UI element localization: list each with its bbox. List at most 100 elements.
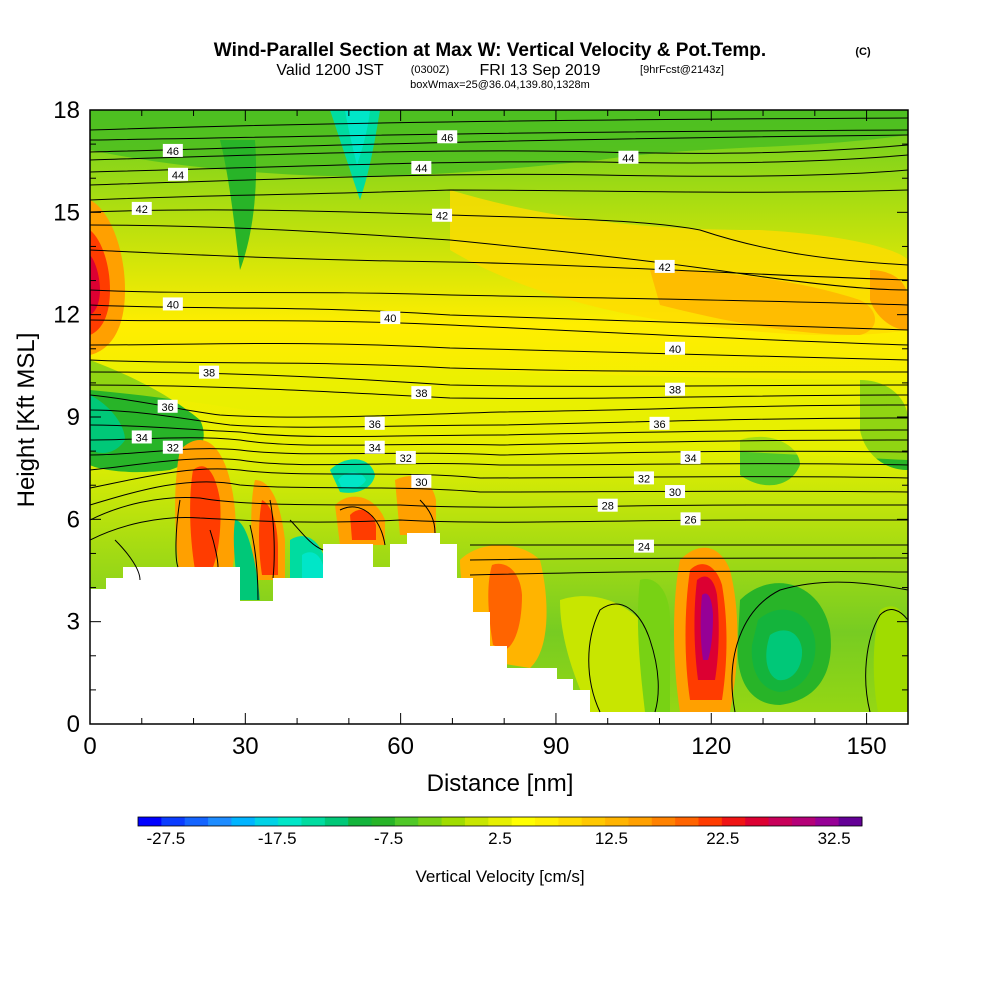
isentrope-line	[90, 409, 908, 428]
isentrope-line	[209, 529, 219, 568]
isentrope-line	[469, 557, 908, 561]
isentrope-label-bg	[618, 150, 639, 164]
isentrope-label-bg	[364, 416, 385, 430]
isentrope-label: 42	[131, 201, 152, 216]
isentrope-label-text: 36	[653, 419, 665, 431]
isentrope-label-bg	[665, 382, 686, 396]
field-region-upper-orange	[650, 270, 875, 335]
subtitle-utc: (0300Z)	[411, 64, 450, 76]
colorbar-swatch	[791, 817, 816, 826]
isentrope-label-bg	[597, 498, 618, 512]
isentrope-label: 44	[168, 167, 189, 182]
colorbar-tick-label: -17.5	[258, 829, 297, 848]
isentrope-label: 38	[665, 382, 686, 397]
isentrope-line	[865, 609, 908, 713]
isentrope-label: 44	[411, 160, 432, 175]
colorbar-tick-label: 22.5	[706, 829, 739, 848]
isentrope-line	[269, 499, 275, 579]
isentrope-label-bg	[168, 167, 189, 181]
field-region-plume-e-core	[488, 563, 522, 650]
isentrope-line	[731, 581, 908, 713]
isentrope-label-bg	[432, 208, 453, 222]
y-tick-label: 9	[67, 404, 80, 431]
isentrope-label-bg	[162, 440, 183, 454]
x-axis-label: Distance [nm]	[427, 770, 574, 797]
subtitle-valid: Valid 1200 JST	[276, 62, 384, 79]
isentrope-line	[419, 499, 436, 534]
y-tick-label: 18	[53, 97, 80, 124]
isentrope-label: 32	[633, 471, 654, 485]
colorbar-tick-label: -7.5	[374, 829, 403, 848]
x-tick-label: 30	[232, 733, 259, 760]
isentrope-label-bg	[364, 440, 385, 454]
isentrope-label-text: 32	[638, 473, 650, 485]
isentrope-label: 36	[157, 399, 178, 414]
isentrope-label: 34	[131, 430, 152, 444]
isentrope-label-text: 30	[415, 477, 427, 489]
x-tick-labels: 0 30 60 90 120 150	[83, 733, 886, 760]
x-tick-label: 90	[543, 733, 570, 760]
field-region-cyan-patch-core	[338, 472, 366, 489]
isentrope-label: 36	[649, 416, 670, 431]
field-region-lower-mid	[560, 596, 657, 712]
isentrope-label: 44	[618, 150, 639, 165]
isentrope-label-text: 32	[400, 453, 412, 465]
isentrope-label-text: 42	[659, 262, 671, 274]
colorbar-swatch	[558, 817, 583, 826]
isentrope-label-text: 40	[669, 344, 681, 356]
chart-title: Wind-Parallel Section at Max W: Vertical…	[214, 40, 766, 61]
colorbar-swatch	[371, 817, 396, 826]
isentrope-label-text: 34	[369, 443, 381, 455]
isentrope-label-bg	[199, 365, 220, 379]
field-region-downdraft-a	[233, 520, 260, 600]
field-region-left-plume-peak	[90, 255, 100, 315]
field-region-plume-b-core	[259, 500, 278, 575]
isentrope-label-text: 34	[684, 453, 696, 465]
colorbar-swatch	[605, 817, 629, 826]
isentrope-label-bg	[131, 430, 152, 444]
isentrope-label: 42	[654, 259, 675, 274]
isentrope-label: 32	[395, 450, 416, 465]
isentrope-closed	[588, 603, 659, 713]
y-tick-label: 3	[67, 609, 80, 636]
isentrope-label-bg	[411, 160, 432, 174]
isentropes	[90, 117, 908, 713]
colorbar-swatch	[418, 817, 443, 826]
isentrope-label-text: 26	[684, 514, 696, 526]
isentrope-line	[175, 499, 181, 568]
isentrope-line	[90, 134, 908, 153]
isentrope-label: 46	[437, 130, 458, 144]
isentrope-label-text: 38	[669, 385, 681, 397]
isentrope-line	[90, 437, 908, 446]
colorbar-swatch	[535, 817, 559, 826]
velocity-field	[90, 110, 908, 724]
isentrope-line	[90, 319, 908, 346]
axis-ticks	[89, 109, 908, 725]
colorbar-swatch	[441, 817, 466, 826]
isentrope-line	[90, 289, 908, 306]
isentrope-label: 30	[665, 485, 686, 499]
colorbar-swatch	[698, 817, 723, 826]
isentrope-label-text: 36	[369, 419, 381, 431]
colorbar-swatch	[464, 817, 489, 826]
isentrope-label: 36	[364, 416, 385, 431]
subtitle-date: FRI 13 Sep 2019	[480, 62, 601, 79]
field-region-lower-mid-green	[637, 579, 670, 712]
colorbar-swatch	[815, 817, 840, 826]
isentrope-line	[90, 154, 908, 173]
isentrope-label-bg	[633, 471, 654, 485]
isentrope-label-text: 44	[172, 170, 184, 182]
field-region-upper-green	[90, 110, 908, 177]
isentrope-line	[90, 468, 908, 489]
colorbar-swatch	[675, 817, 700, 826]
colorbar-swatch	[301, 817, 326, 826]
isentrope-label-bg	[380, 311, 401, 325]
isentrope-line	[90, 117, 908, 131]
colorbar-swatch	[745, 817, 770, 826]
isentrope-label-text: 42	[136, 204, 148, 216]
colorbar-swatch	[628, 817, 653, 826]
colorbar-frame	[137, 816, 863, 827]
isentrope-label-bg	[162, 143, 183, 157]
